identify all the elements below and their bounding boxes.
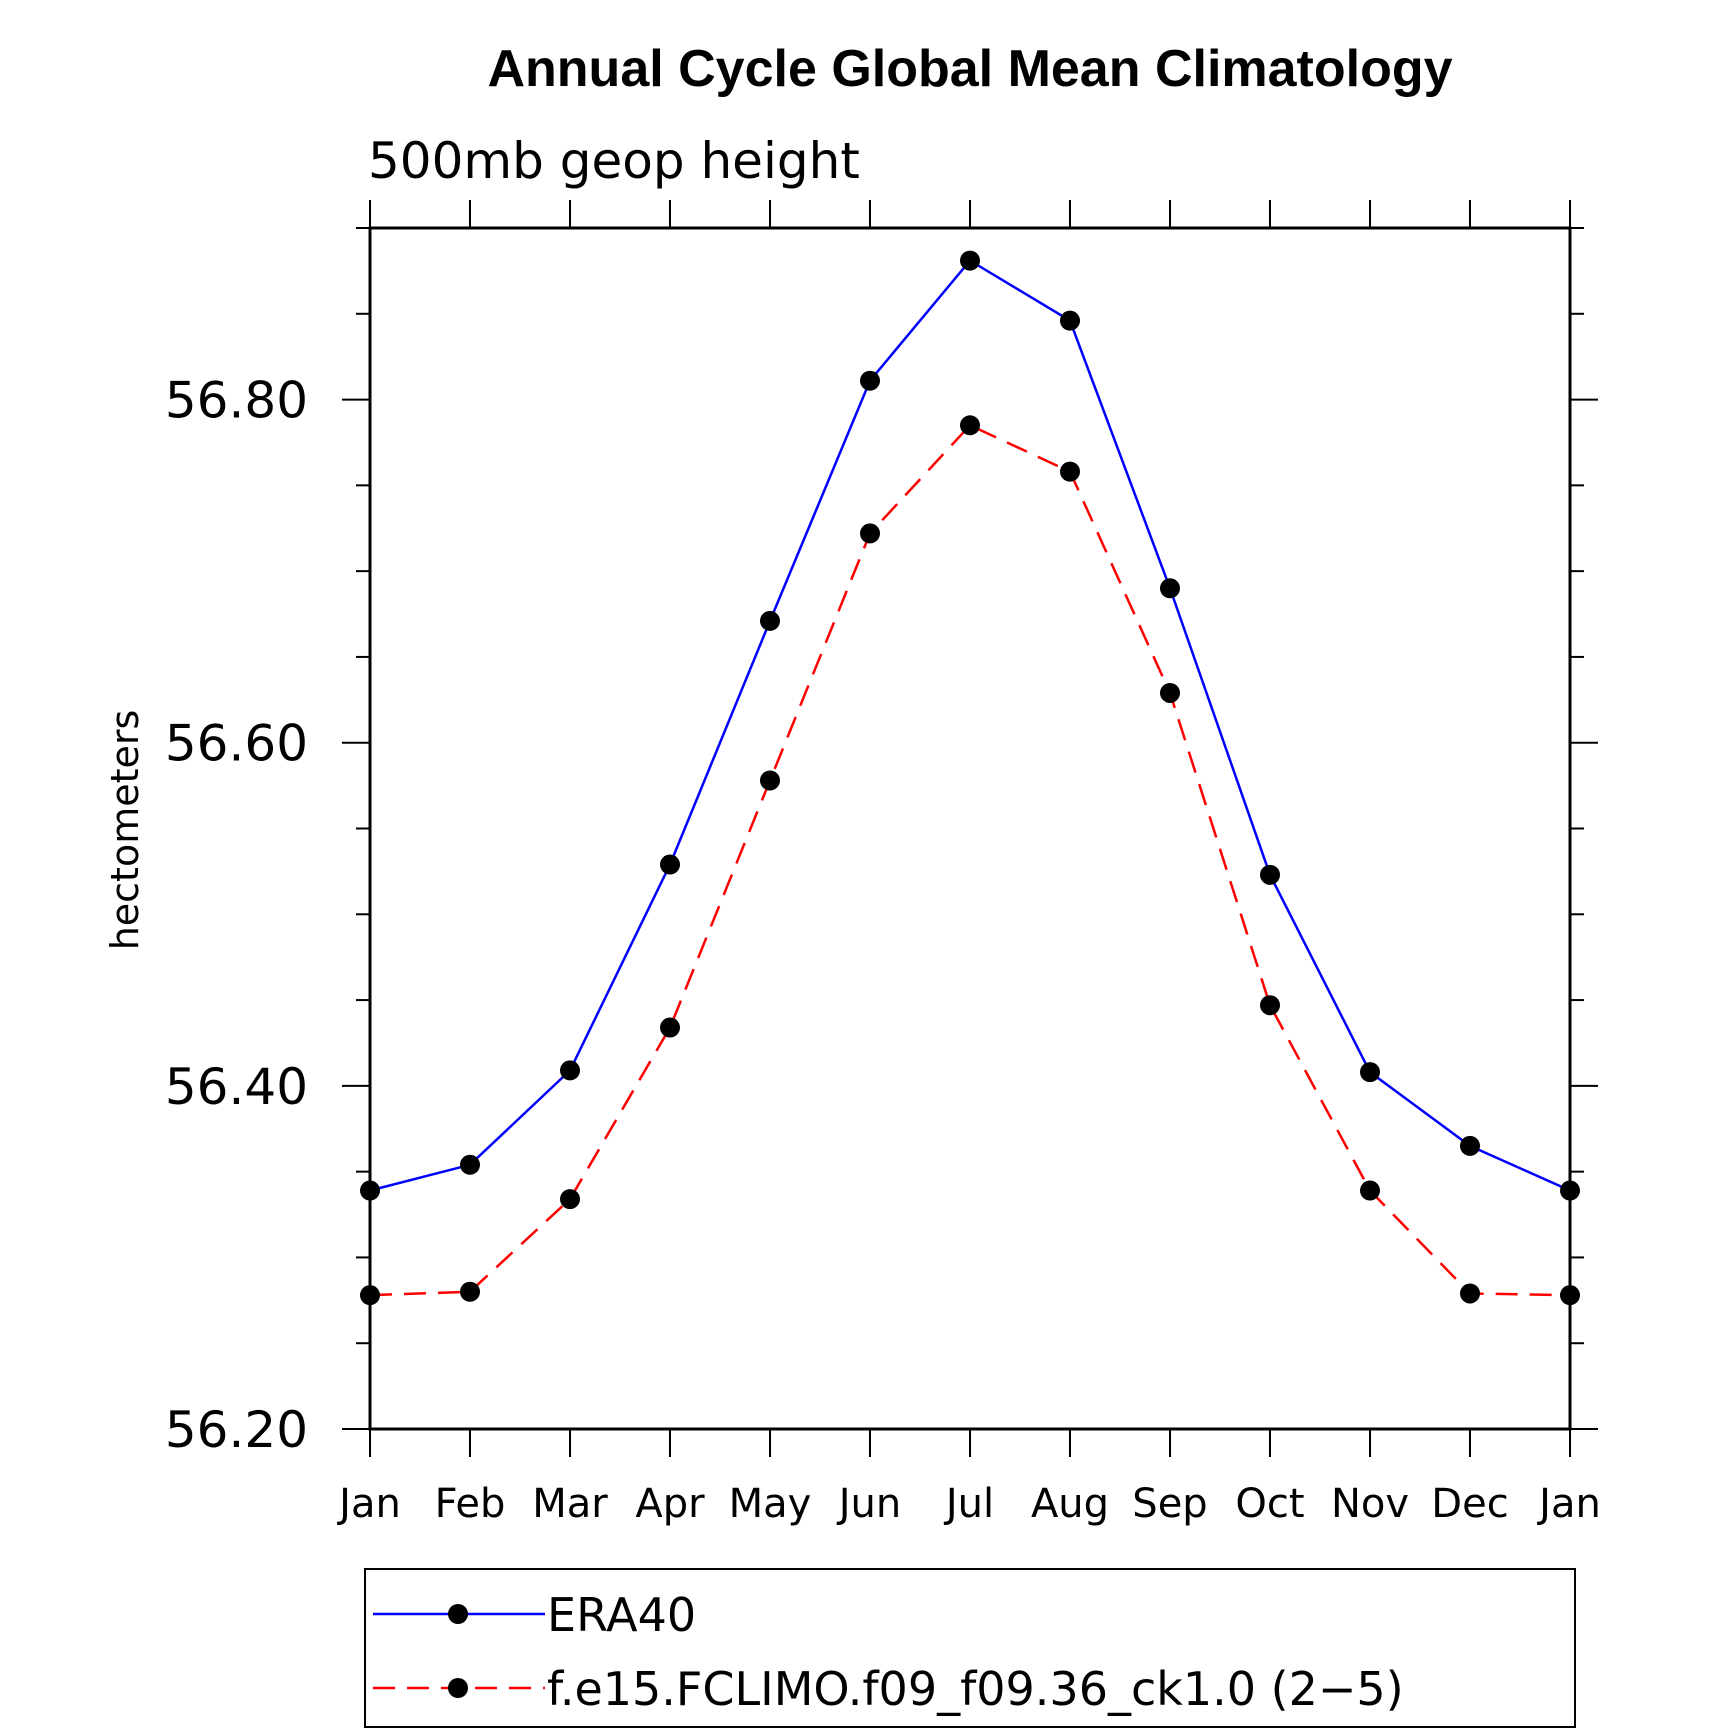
series-1-point bbox=[660, 1017, 680, 1038]
legend-label: ERA40 bbox=[547, 1588, 696, 1642]
y-tick-label: 56.20 bbox=[165, 1401, 308, 1459]
legend-box bbox=[364, 1568, 1576, 1728]
y-axis-label: hectometers bbox=[103, 710, 147, 951]
series-0-point bbox=[1360, 1062, 1380, 1083]
x-tick-label: Feb bbox=[435, 1481, 506, 1527]
series-1-point bbox=[1460, 1283, 1480, 1304]
axes-ticks bbox=[342, 200, 1598, 1457]
series-layer bbox=[360, 250, 1580, 1306]
x-tick-labels: Jan Feb Mar Apr May Jun Jul Aug Sep Oct Nov Dec Jan bbox=[336, 1481, 1601, 1527]
chart-title: Annual Cycle Global Mean Climatology bbox=[487, 40, 1452, 98]
y-tick-labels: 56.20 56.40 56.60 56.80 bbox=[165, 372, 308, 1459]
x-tick-label: Sep bbox=[1132, 1481, 1207, 1527]
x-tick-label: Nov bbox=[1331, 1481, 1409, 1527]
series-1-point bbox=[960, 415, 980, 436]
series-1-point bbox=[1060, 461, 1080, 482]
chart-subtitle: 500mb geop height bbox=[368, 132, 860, 190]
series-1-point bbox=[1260, 995, 1280, 1016]
x-tick-label: Jan bbox=[336, 1481, 401, 1527]
y-tick-label: 56.40 bbox=[165, 1058, 308, 1116]
y-tick-label: 56.60 bbox=[165, 715, 308, 773]
series-line-0 bbox=[369, 258, 1571, 1192]
series-0-point bbox=[1060, 310, 1080, 331]
series-0-point bbox=[1160, 578, 1180, 599]
x-tick-label: Jan bbox=[1536, 1481, 1601, 1527]
series-1-point bbox=[560, 1189, 580, 1210]
series-0-point bbox=[860, 370, 880, 391]
series-1-point bbox=[1160, 682, 1180, 703]
x-tick-label: Oct bbox=[1235, 1481, 1304, 1527]
series-1-point bbox=[760, 770, 780, 791]
y-tick-label: 56.80 bbox=[165, 372, 308, 430]
series-0-point bbox=[660, 854, 680, 875]
x-tick-label: Jun bbox=[836, 1481, 902, 1527]
x-tick-label: Jul bbox=[943, 1481, 994, 1527]
series-0-point bbox=[760, 610, 780, 631]
x-tick-label: Apr bbox=[635, 1481, 705, 1527]
x-tick-label: Aug bbox=[1031, 1481, 1109, 1527]
series-0-point bbox=[560, 1060, 580, 1081]
series-0-point bbox=[460, 1154, 480, 1175]
series-1-point bbox=[1360, 1180, 1380, 1201]
series-1-point bbox=[860, 523, 880, 544]
legend-marker bbox=[448, 1604, 468, 1624]
series-0-point bbox=[1260, 864, 1280, 885]
legend-items: ERA40 f.e15.FCLIMO.f09_f09.36_ck1.0 (2−5) bbox=[373, 1588, 1404, 1716]
legend-marker bbox=[448, 1678, 468, 1698]
legend-label: f.e15.FCLIMO.f09_f09.36_ck1.0 (2−5) bbox=[547, 1662, 1404, 1716]
series-0-point bbox=[1460, 1135, 1480, 1156]
x-tick-label: Mar bbox=[532, 1481, 608, 1527]
plot-frame bbox=[368, 226, 1572, 1431]
series-1-point bbox=[460, 1281, 480, 1302]
x-tick-label: Dec bbox=[1431, 1481, 1508, 1527]
series-0-point bbox=[960, 250, 980, 271]
x-tick-label: May bbox=[729, 1481, 812, 1527]
legend: ERA40 f.e15.FCLIMO.f09_f09.36_ck1.0 (2−5) bbox=[364, 1568, 1576, 1728]
series-line-1 bbox=[369, 423, 1571, 1297]
